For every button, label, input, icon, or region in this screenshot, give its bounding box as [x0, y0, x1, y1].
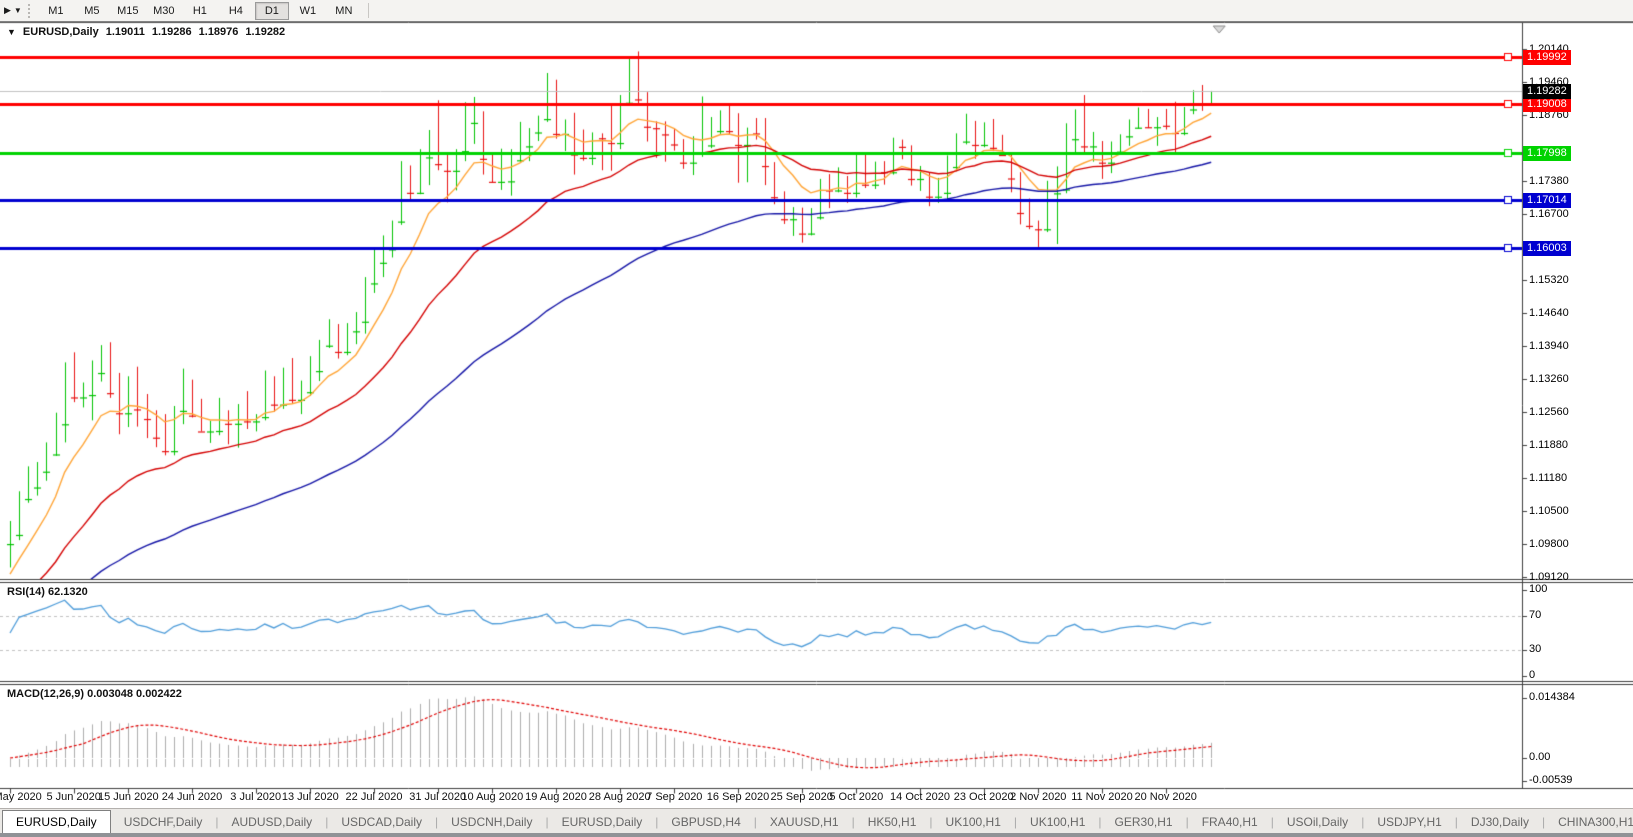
price-axis-tick: 1.12560 [1529, 406, 1569, 419]
price-axis-tick: 1.13260 [1529, 372, 1569, 385]
time-axis-label: 14 Oct 2020 [890, 791, 950, 803]
price-axis-tick: 1.09800 [1529, 538, 1569, 551]
time-axis-label: 3 Jul 2020 [230, 791, 282, 803]
price-axis-tick: 1.14640 [1529, 306, 1569, 319]
low-value: 1.18976 [198, 26, 239, 38]
time-axis-label: 5 Oct 2020 [829, 791, 884, 803]
rsi-axis-tick: 0 [1529, 669, 1536, 681]
time-axis-label: 31 Jul 2020 [409, 791, 467, 803]
time-axis-label: 16 Sep 2020 [706, 791, 770, 803]
symbol-period-label: EURUSD,Daily [22, 26, 99, 38]
open-value: 1.19011 [105, 26, 145, 38]
rsi-axis-tick: 100 [1529, 583, 1548, 595]
level-price-tag[interactable]: 1.19992 [1523, 50, 1571, 66]
level-price-tag[interactable]: 1.16003 [1523, 241, 1571, 257]
level-price-tag[interactable]: 1.19008 [1523, 97, 1571, 113]
close-value: 1.19282 [245, 26, 286, 38]
rsi-axis-tick: 30 [1529, 643, 1542, 656]
price-axis-tick: 1.09120 [1529, 571, 1569, 583]
time-axis-label: 23 Oct 2020 [953, 791, 1014, 803]
time-axis-label: 27 May 2020 [0, 791, 42, 803]
macd-indicator-label: MACD(12,26,9) 0.003048 0.002422 [7, 688, 182, 700]
current-price-tag: 1.19282 [1523, 84, 1571, 100]
time-axis-label: 24 Jun 2020 [161, 791, 223, 803]
time-axis-label: 7 Sep 2020 [646, 791, 703, 803]
price-axis-tick: 1.15320 [1529, 273, 1569, 286]
time-axis-label: 28 Aug 2020 [588, 791, 651, 803]
chart-title: ▼ EURUSD,Daily 1.19011 1.19286 1.18976 1… [7, 26, 285, 38]
time-axis-label: 19 Aug 2020 [525, 791, 587, 803]
macd-axis-tick: -0.00539 [1529, 773, 1573, 786]
price-axis-tick: 1.11880 [1529, 438, 1568, 451]
price-axis-tick: 1.10500 [1529, 504, 1569, 517]
time-axis-label: 13 Jul 2020 [281, 791, 339, 803]
price-axis-tick: 1.17380 [1529, 175, 1569, 188]
level-price-tag[interactable]: 1.17014 [1523, 192, 1571, 208]
time-axis-label: 2 Nov 2020 [1010, 791, 1067, 803]
price-axis-tick: 1.13940 [1529, 340, 1569, 353]
price-axis-tick: 1.11180 [1529, 472, 1568, 485]
macd-axis-tick: 0.00 [1529, 751, 1551, 763]
time-axis-label: 22 Jul 2020 [345, 791, 403, 803]
time-axis-label: 15 Jun 2020 [98, 791, 159, 803]
price-axis-tick: 1.16700 [1529, 207, 1569, 220]
time-axis-label: 20 Nov 2020 [1134, 791, 1197, 803]
rsi-indicator-label: RSI(14) 62.1320 [7, 586, 88, 598]
collapse-chart-icon[interactable]: ▼ [7, 27, 16, 37]
time-axis-label: 25 Sep 2020 [770, 791, 833, 803]
time-axis-label: 10 Aug 2020 [461, 791, 524, 803]
rsi-axis-tick: 70 [1529, 608, 1542, 621]
time-axis-label: 11 Nov 2020 [1071, 791, 1133, 803]
high-value: 1.19286 [151, 26, 192, 38]
macd-axis-tick: 0.014384 [1529, 690, 1575, 703]
time-axis-label: 5 Jun 2020 [46, 791, 101, 803]
level-price-tag[interactable]: 1.17998 [1523, 145, 1571, 161]
